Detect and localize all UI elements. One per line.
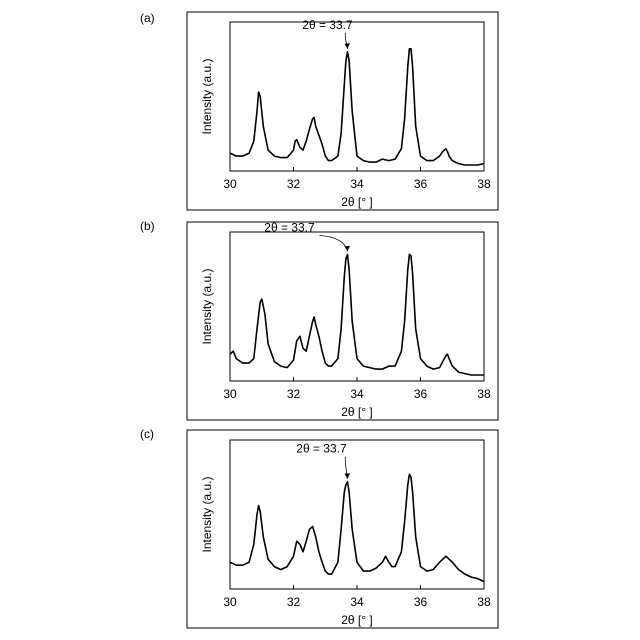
annotation-arrow [319,235,347,251]
annotation-arrowhead [344,246,350,252]
x-tick-label: 36 [414,387,428,401]
annotation-arrowhead [344,473,350,479]
x-axis-label: 2θ [° ] [341,195,372,209]
x-tick-label: 38 [477,387,491,401]
x-axis-label: 2θ [° ] [341,405,372,419]
x-tick-label: 34 [350,387,364,401]
x-tick-label: 34 [350,595,364,609]
x-tick-label: 30 [223,387,237,401]
panel-label: (b) [140,219,155,233]
x-tick-label: 30 [223,177,237,191]
y-axis-label: Intensity (a.u.) [200,58,214,134]
x-tick-label: 38 [477,595,491,609]
panel-label: (c) [140,427,154,441]
xrd-pattern-line [230,474,484,581]
x-tick-label: 34 [350,177,364,191]
chart-panel-1: (a) 30 32 34 36 38 2θ [° ] Intensity (a.u.) 2θ =… [140,11,498,210]
x-axis-label: 2θ [° ] [341,613,372,627]
panel-label: (a) [140,11,155,25]
annotation-arrowhead [344,43,350,49]
x-tick-label: 30 [223,595,237,609]
chart-panel-2: (b) 30 32 34 36 38 2θ [° ] Intensity (a.u.) 2θ =… [140,219,498,420]
x-tick-label: 36 [414,177,428,191]
peak-annotation: 2θ = 33.7 [302,18,353,32]
y-axis-label: Intensity (a.u.) [200,268,214,344]
plot-area [230,440,484,589]
xrd-pattern-line [230,254,484,375]
peak-annotation: 2θ = 33.7 [264,220,315,234]
chart-panel-3: (c) 30 32 34 36 38 2θ [° ] Intensity (a.u.) 2θ =… [140,427,498,628]
x-tick-label: 36 [414,595,428,609]
y-axis-label: Intensity (a.u.) [200,476,214,552]
x-tick-label: 32 [287,177,301,191]
x-tick-label: 32 [287,595,301,609]
x-tick-label: 32 [287,387,301,401]
x-tick-label: 38 [477,177,491,191]
peak-annotation: 2θ = 33.7 [296,442,347,456]
xrd-pattern-line [230,49,484,165]
